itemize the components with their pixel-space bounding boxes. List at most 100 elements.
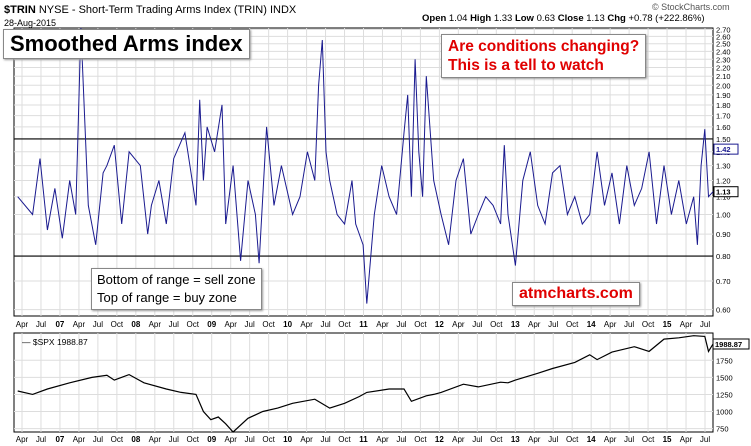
spx-x-tick-label: Jul [93, 435, 103, 444]
spx-x-tick-label: Apr [452, 435, 465, 444]
symbol-label: $TRIN [4, 4, 36, 16]
trin-y-tick-label: 2.70 [716, 25, 731, 34]
trin-x-tick-label: 08 [131, 320, 140, 329]
spx-x-tick-label: Apr [73, 435, 86, 444]
spx-x-tick-label: Jul [36, 435, 46, 444]
spx-x-tick-label: Jul [396, 435, 406, 444]
trin-y-tick-label: 2.00 [716, 81, 731, 90]
spx-y-tick-label: 750 [716, 425, 729, 434]
spx-x-tick-label: 08 [131, 435, 140, 444]
ohlc-readout: Open 1.04 High 1.33 Low 0.63 Close 1.13 … [422, 13, 705, 24]
spx-x-tick-label: Oct [338, 435, 351, 444]
spx-y-tick-label: 1000 [716, 408, 733, 417]
spx-x-tick-label: 14 [587, 435, 596, 444]
trin-series-line [17, 27, 714, 304]
trin-x-tick-label: Jul [36, 320, 46, 329]
spx-x-tick-label: Apr [604, 435, 617, 444]
spx-x-tick-label: 10 [283, 435, 292, 444]
spx-y-tick-label: 1500 [716, 373, 733, 382]
trin-x-tick-label: Jul [548, 320, 558, 329]
trin-x-tick-label: 10 [283, 320, 292, 329]
trin-y-tick-label: 1.80 [716, 101, 731, 110]
spx-x-tick-label: Oct [490, 435, 503, 444]
index-name: Short-Term Trading Arms Index (TRIN) [78, 4, 267, 16]
spx-x-tick-label: Jul [624, 435, 634, 444]
trin-x-tick-label: Jul [169, 320, 179, 329]
trin-y-tick-label: 2.20 [716, 64, 731, 73]
spx-x-tick-label: Jul [169, 435, 179, 444]
question-box: Are conditions changing? This is a tell … [441, 34, 647, 78]
spx-x-tick-label: Oct [414, 435, 427, 444]
spx-x-tick-label: Oct [111, 435, 124, 444]
spx-x-tick-label: Apr [224, 435, 237, 444]
trin-x-tick-label: Jul [245, 320, 255, 329]
spx-current-value-box [712, 338, 750, 350]
trin-x-tick-label: Jul [624, 320, 634, 329]
spx-x-tick-label: Apr [300, 435, 313, 444]
site-box: atmcharts.com [512, 282, 640, 306]
trin-x-tick-label: Apr [16, 320, 29, 329]
trin-y-tick-label: 1.30 [716, 162, 731, 171]
spx-x-tick-label: Apr [16, 435, 29, 444]
trin-x-tick-label: 13 [511, 320, 520, 329]
spx-legend: — $SPX 1988.87 [22, 337, 88, 347]
spx-y-tick-label: 1250 [716, 390, 733, 399]
trin-x-tick-label: Jul [93, 320, 103, 329]
trin-x-tick-label: Apr [73, 320, 86, 329]
spx-x-tick-label: Jul [245, 435, 255, 444]
trin-x-tick-label: 09 [207, 320, 216, 329]
spx-x-tick-label: Apr [376, 435, 389, 444]
sell-zone-text: Bottom of range = sell zone [97, 272, 256, 287]
trin-y-tick-label: 2.60 [716, 32, 731, 41]
trin-x-tick-label: Jul [700, 320, 710, 329]
trin-y-tick-label: 1.20 [716, 177, 731, 186]
trin-y-tick-label: 2.50 [716, 40, 731, 49]
zones-box: Bottom of range = sell zone Top of range… [91, 268, 262, 310]
spx-x-tick-label: Apr [149, 435, 162, 444]
trin-x-tick-label: 07 [55, 320, 64, 329]
buy-zone-text: Top of range = buy zone [97, 290, 237, 305]
spx-y-tick-label: 1750 [716, 356, 733, 365]
spx-x-tick-label: Jul [472, 435, 482, 444]
trin-y-tick-label: 2.40 [716, 47, 731, 56]
trin-x-tick-label: Apr [528, 320, 541, 329]
trin-y-tick-label: 1.70 [716, 112, 731, 121]
trin-y-tick-label: 2.10 [716, 72, 731, 81]
spx-x-tick-label: Oct [566, 435, 579, 444]
trin-y-tick-label: 0.70 [716, 277, 731, 286]
trin-x-tick-label: 15 [663, 320, 672, 329]
trin-x-tick-label: Apr [224, 320, 237, 329]
trin-x-tick-label: Jul [472, 320, 482, 329]
spx-x-tick-label: Apr [528, 435, 541, 444]
chart-date: 28-Aug-2015 [4, 18, 57, 28]
trin-x-tick-label: Jul [396, 320, 406, 329]
spx-x-tick-label: Jul [700, 435, 710, 444]
spx-x-tick-label: Jul [320, 435, 330, 444]
trin-y-tick-label: 1.10 [716, 193, 731, 202]
spx-x-tick-label: 13 [511, 435, 520, 444]
trin-y-tick-label: 1.00 [716, 210, 731, 219]
spx-x-tick-label: 07 [55, 435, 64, 444]
trin-x-tick-label: Apr [149, 320, 162, 329]
spx-series-line [17, 335, 714, 433]
trin-y-tick-label: 2.30 [716, 55, 731, 64]
trin-x-tick-label: Apr [376, 320, 389, 329]
trin-x-tick-label: Oct [414, 320, 427, 329]
trin-x-tick-label: 11 [359, 320, 368, 329]
question-line-1: Are conditions changing? [448, 38, 640, 55]
trin-x-tick-label: Oct [111, 320, 124, 329]
credit-text: © StockCharts.com [652, 2, 730, 12]
trin-y-tick-label: 1.50 [716, 135, 731, 144]
spx-x-tick-label: Oct [642, 435, 655, 444]
trin-x-tick-label: Apr [680, 320, 693, 329]
spx-current-value: 1988.87 [715, 340, 742, 349]
trin-x-tick-label: Oct [490, 320, 503, 329]
trin-x-tick-label: Oct [566, 320, 579, 329]
index-tag: INDX [269, 4, 297, 16]
trin-x-tick-label: 14 [587, 320, 596, 329]
trin-x-tick-label: Apr [452, 320, 465, 329]
trin-marker-value-box [713, 143, 739, 155]
trin-y-tick-label: 0.90 [716, 230, 731, 239]
spx-x-tick-label: 09 [207, 435, 216, 444]
trin-x-tick-label: 12 [435, 320, 444, 329]
